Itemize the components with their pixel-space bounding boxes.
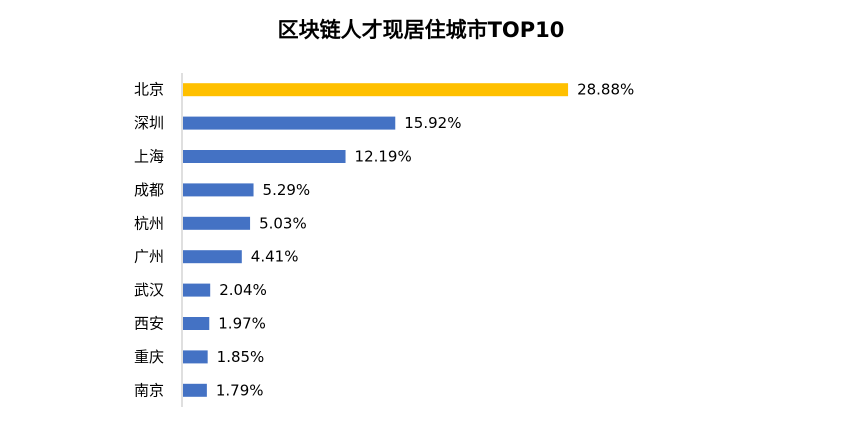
category-label: 南京 [134,381,164,399]
category-label: 广州 [134,248,164,266]
category-label: 西安 [134,315,164,333]
bar [183,216,251,230]
value-label: 5.29% [263,181,311,199]
bar [183,317,210,330]
value-label: 2.04% [219,281,267,299]
bar [183,183,254,197]
bar [183,150,346,163]
bar [183,383,207,397]
value-label: 28.88% [577,81,634,99]
bar [183,116,396,130]
value-label: 15.92% [404,114,461,132]
value-label: 5.03% [259,214,307,232]
value-label: 1.85% [217,348,265,366]
value-label: 12.19% [355,148,412,166]
category-label: 北京 [134,81,164,99]
category-label: 成都 [134,181,164,199]
value-label: 1.79% [216,381,264,399]
category-label: 杭州 [134,214,164,232]
category-label: 深圳 [134,114,164,132]
category-label: 武汉 [134,281,164,299]
value-label: 4.41% [251,248,299,266]
bars-group: 北京 28.88% 深圳 15.92% 上海 12.19% 成都 5.29% 杭州 5.03% 广州… [134,81,634,400]
bar [183,83,569,97]
bar [183,283,211,297]
category-label: 上海 [134,148,164,166]
bar [183,250,242,264]
chart-title: 区块链人才现居住城市TOP10 [277,18,565,42]
bar [183,350,208,364]
value-label: 1.97% [218,315,266,333]
category-label: 重庆 [134,348,164,366]
